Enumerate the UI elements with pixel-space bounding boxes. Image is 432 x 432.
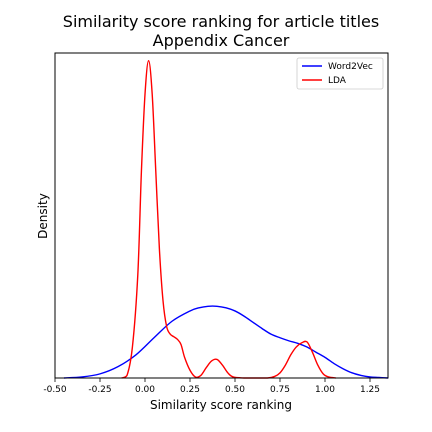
x-axis-label: Similarity score ranking [150,398,292,412]
plot-frame [54,52,389,379]
x-tick-label: 1.00 [315,385,335,395]
series-layer [63,60,389,379]
x-tick-label: -0.50 [43,385,67,395]
chart-subtitle: Appendix Cancer [153,31,290,50]
x-tick-label: 1.25 [360,385,380,395]
series-line-lda [121,60,336,379]
legend: Word2Vec LDA [296,57,384,90]
legend-label-word2vec: Word2Vec [328,62,373,72]
x-ticks: -0.50 -0.25 0.00 0.25 0.50 0.75 1.00 1.25 [43,378,380,395]
x-tick-label: 0.50 [225,385,245,395]
x-tick-label: 0.00 [135,385,155,395]
x-tick-label: 0.75 [270,385,290,395]
chart-title: Similarity score ranking for article tit… [63,12,379,31]
y-axis-label: Density [36,193,50,239]
series-line-word2vec [63,305,389,379]
x-tick-label: -0.25 [88,385,111,395]
legend-label-lda: LDA [328,76,347,86]
x-tick-label: 0.25 [180,385,200,395]
